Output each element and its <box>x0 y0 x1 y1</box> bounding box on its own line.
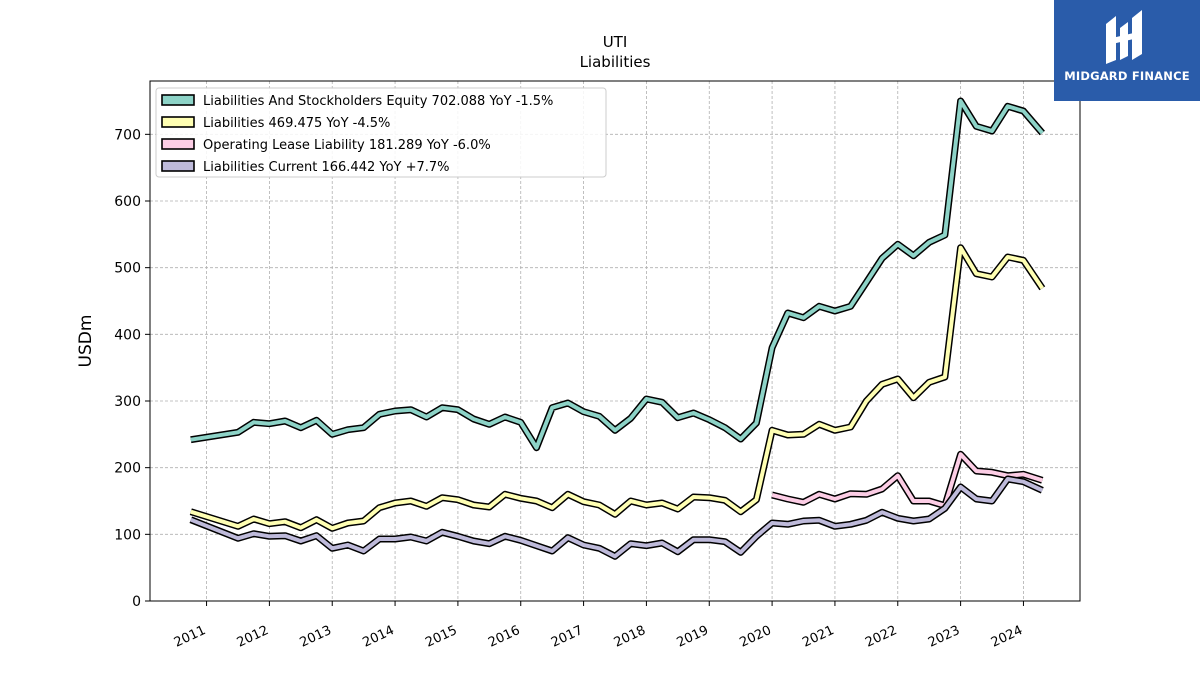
legend-box <box>155 87 607 178</box>
y-tick-label: 100 <box>114 527 141 543</box>
y-tick-label: 400 <box>114 327 141 343</box>
legend-swatch <box>161 116 195 128</box>
legend-entry: Liabilities Current 166.442 YoY +7.7% <box>203 160 450 175</box>
y-tick-label: 300 <box>114 394 141 410</box>
x-tick-label: 2018 <box>612 623 648 651</box>
y-tick-label: 600 <box>114 194 141 210</box>
x-tick-label: 2019 <box>675 623 711 651</box>
y-axis: 0 100 200 300 400 500 600 700 <box>114 127 150 610</box>
x-tick-label: 2021 <box>800 623 836 651</box>
x-tick-label: 2020 <box>737 623 773 651</box>
x-axis: 2011 2012 2013 2014 2015 2016 2017 2018 2019 2020… <box>172 601 1025 651</box>
series-line-3 <box>190 477 1044 559</box>
legend-entry: Liabilities 469.475 YoY -4.5% <box>203 116 390 131</box>
x-tick-label: 2022 <box>863 623 899 651</box>
logo-text: MIDGARD FINANCE <box>1064 69 1190 83</box>
legend-entry: Liabilities And Stockholders Equity 702.… <box>203 94 553 109</box>
y-tick-label: 200 <box>114 461 141 477</box>
logo-mark-icon <box>1106 10 1142 64</box>
x-tick-label: 2024 <box>989 623 1025 651</box>
x-tick-label: 2023 <box>926 623 962 651</box>
legend: Liabilities And Stockholders Equity 702.… <box>155 87 607 178</box>
y-tick-label: 0 <box>132 594 141 610</box>
x-tick-label: 2017 <box>549 623 585 651</box>
legend-swatch <box>161 138 195 150</box>
y-tick-label: 700 <box>114 127 141 143</box>
series-line-1 <box>190 245 1044 531</box>
legend-entry: Operating Lease Liability 181.289 YoY -6… <box>203 138 491 153</box>
x-tick-label: 2014 <box>360 623 396 651</box>
y-axis-label: USDm <box>76 315 96 368</box>
legend-swatch <box>161 94 195 106</box>
series-line-0 <box>190 99 1044 450</box>
legend-swatch <box>161 160 195 172</box>
x-tick-label: 2013 <box>298 623 334 651</box>
series-lines <box>189 97 1046 560</box>
x-tick-label: 2016 <box>486 623 522 651</box>
series-outline-1 <box>189 244 1046 532</box>
x-tick-label: 2011 <box>172 623 208 651</box>
x-tick-label: 2012 <box>235 623 271 651</box>
chart-title: UTI <box>603 33 628 51</box>
plot-frame <box>149 80 1081 602</box>
y-tick-label: 500 <box>114 261 141 277</box>
chart-subtitle: Liabilities <box>580 53 651 71</box>
midgard-finance-logo: MIDGARD FINANCE <box>1054 0 1200 101</box>
series-line-2 <box>771 452 1043 508</box>
x-tick-label: 2015 <box>423 623 459 651</box>
